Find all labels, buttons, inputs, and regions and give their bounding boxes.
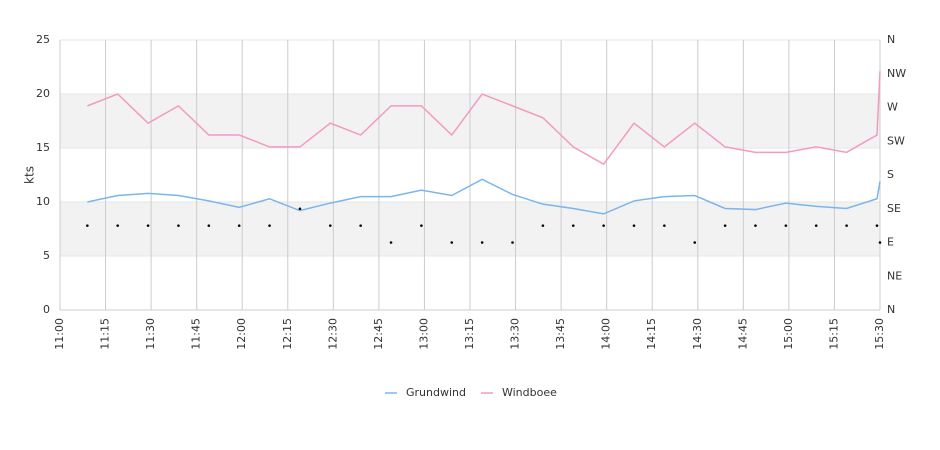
direction-dot (177, 224, 180, 227)
y-axis-label: kts (23, 166, 37, 184)
y-tick-label: 5 (43, 249, 50, 262)
x-tick-label: 14:45 (736, 318, 749, 350)
y2-tick-label: W (887, 101, 898, 114)
direction-dot (420, 224, 423, 227)
legend-item: Windboee (480, 386, 557, 399)
x-tick-label: 15:00 (782, 318, 795, 350)
y-tick-label: 0 (43, 303, 50, 316)
x-tick-label: 14:00 (600, 318, 613, 350)
x-tick-label: 12:15 (281, 318, 294, 350)
direction-dot (663, 224, 666, 227)
direction-dot (86, 224, 89, 227)
direction-dot (754, 224, 757, 227)
direction-dot (784, 224, 788, 227)
y-tick-label: 10 (36, 195, 50, 208)
x-tick-label: 11:45 (190, 318, 203, 350)
direction-dot (571, 224, 575, 227)
y2-tick-label: E (887, 236, 894, 249)
line-series (87, 71, 881, 166)
direction-dot (268, 224, 271, 227)
direction-dot (359, 224, 362, 227)
y-tick-label: 20 (36, 87, 50, 100)
legend-label: Windboee (502, 386, 557, 399)
x-tick-label: 11:15 (99, 318, 112, 350)
direction-dot (207, 224, 211, 227)
y2-tick-label: SW (887, 134, 905, 147)
direction-dot (845, 224, 848, 227)
legend-label: Grundwind (406, 386, 466, 399)
direction-dot (814, 224, 818, 227)
direction-dot (116, 224, 120, 227)
direction-dot (602, 224, 605, 227)
x-tick-label: 11:30 (144, 318, 157, 350)
x-tick-label: 13:00 (417, 318, 430, 350)
x-tick-label: 13:15 (463, 318, 476, 350)
y2-tick-label: SE (887, 202, 901, 215)
y2-tick-label: S (887, 168, 894, 181)
line-series (87, 178, 881, 215)
y2-tick-label: NE (887, 269, 902, 282)
direction-dot (328, 224, 332, 227)
y-tick-label: 25 (36, 33, 50, 46)
x-tick-label: 13:30 (509, 318, 522, 350)
direction-dot (298, 207, 302, 211)
y-tick-label: 15 (36, 141, 50, 154)
direction-dot (723, 224, 727, 227)
direction-dot (237, 224, 241, 227)
x-tick-label: 11:00 (53, 318, 66, 350)
direction-dot (632, 224, 636, 227)
direction-dot (875, 224, 879, 227)
y2-tick-label: N (887, 33, 895, 46)
x-tick-label: 14:30 (691, 318, 704, 350)
direction-dot (878, 241, 882, 244)
direction-dot (480, 241, 484, 244)
x-tick-label: 12:30 (326, 318, 339, 350)
direction-dot (450, 241, 454, 244)
x-tick-label: 14:15 (645, 318, 658, 350)
y2-tick-label: N (887, 303, 895, 316)
direction-dot (693, 241, 697, 244)
direction-dot (541, 224, 545, 227)
x-tick-label: 15:15 (827, 318, 840, 350)
x-tick-label: 13:45 (554, 318, 567, 350)
x-tick-label: 15:30 (873, 318, 886, 350)
legend-item: Grundwind (385, 386, 466, 399)
x-tick-label: 12:45 (372, 318, 385, 350)
direction-dot (146, 224, 150, 227)
direction-dot (389, 241, 393, 244)
y2-tick-label: NW (887, 67, 906, 80)
direction-dot (511, 241, 514, 244)
x-tick-label: 12:00 (235, 318, 248, 350)
